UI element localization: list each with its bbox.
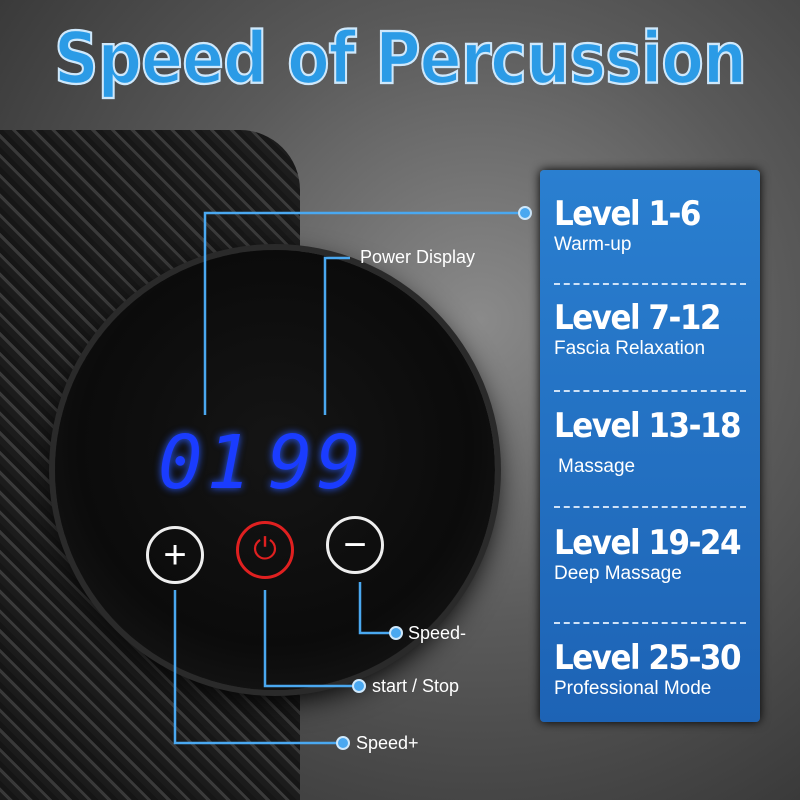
power-digits: 99 — [268, 420, 366, 506]
speed-minus-button[interactable]: − — [326, 516, 384, 574]
level-item: Level 1-6 Warm-up — [554, 194, 701, 255]
level-item: Level 13-18 Massage — [554, 406, 742, 477]
power-display-label: Power Display — [360, 247, 476, 267]
power-icon: ⏻ — [253, 533, 277, 566]
plus-icon: + — [163, 532, 187, 577]
speed-plus-button[interactable]: + — [146, 526, 204, 584]
level-item: Level 7-12 Fascia Relaxation — [554, 298, 722, 359]
start-stop-label: start / Stop — [372, 676, 460, 696]
minus-icon: − — [343, 522, 367, 567]
power-button[interactable]: ⏻ — [236, 521, 294, 579]
level-item: Level 25-30 Professional Mode — [554, 638, 742, 699]
level-item: Level 19-24 Deep Massage — [554, 523, 742, 584]
device-head — [55, 250, 495, 690]
speed-plus-label: Speed+ — [356, 733, 419, 753]
speed-minus-label: Speed- — [408, 623, 467, 643]
page-title: Speed of Percussion — [53, 15, 748, 101]
level-panel: Level 1-6 Warm-up Level 7-12 Fascia Relaxa… — [540, 170, 760, 722]
level-digits: 01 — [158, 420, 256, 506]
